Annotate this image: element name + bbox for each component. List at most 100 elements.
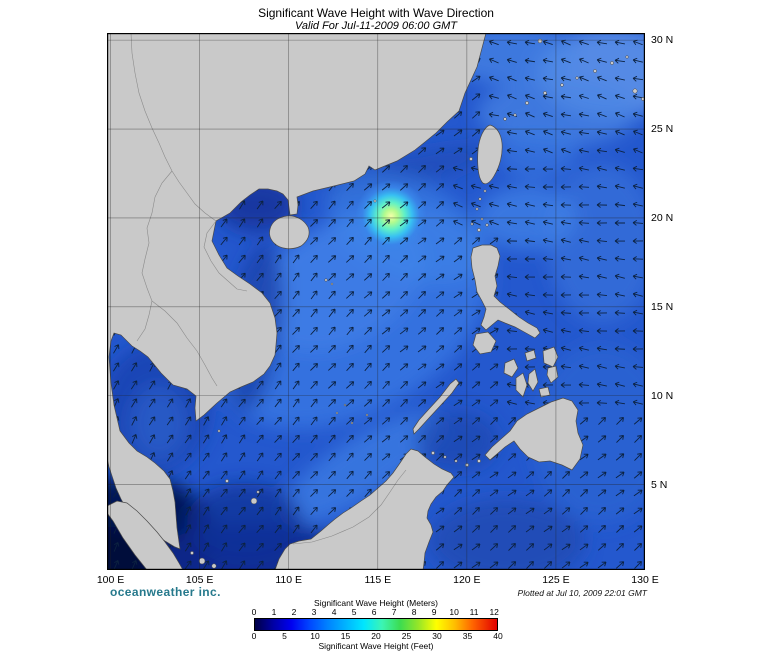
wave-direction-arrow [596,111,607,118]
wave-direction-arrow [507,75,517,82]
wave-direction-arrow [524,256,536,262]
wave-direction-arrow [524,39,536,46]
wave-direction-arrow [238,524,246,534]
wave-direction-arrow [578,165,589,172]
wave-direction-arrow [328,344,336,353]
wave-direction-arrow [454,507,463,515]
wave-direction-arrow [560,274,572,280]
x-tick-label: 120 E [453,574,481,586]
wave-direction-arrow [470,183,481,190]
wave-direction-arrow [381,327,391,335]
wave-direction-arrow [560,363,572,370]
wave-direction-arrow [310,308,318,318]
wave-direction-arrow [436,309,445,317]
wave-direction-arrow [310,219,319,227]
wave-direction-arrow [633,471,643,479]
wave-direction-arrow [489,561,499,569]
wave-direction-arrow [435,147,445,155]
wave-direction-arrow [220,398,228,408]
y-tick-label: 25 N [651,123,674,136]
wave-direction-arrow [382,165,391,173]
wave-direction-arrow [256,524,264,534]
wave-direction-arrow [238,218,246,228]
wave-direction-arrow [560,184,572,190]
wave-direction-arrow [543,543,553,551]
wave-direction-arrow [632,346,644,352]
wave-direction-arrow [525,489,535,497]
wave-direction-arrow [544,561,553,569]
wave-direction-arrow [632,220,644,226]
wave-direction-arrow [614,363,625,370]
island-negros [515,372,528,398]
wave-direction-arrow [508,561,517,569]
wave-direction-arrow [614,57,626,64]
wave-direction-arrow [471,399,481,407]
wave-direction-arrow [256,470,264,480]
wave-direction-arrow [453,147,463,155]
wave-direction-arrow [632,57,643,64]
wave-direction-arrow [381,291,391,299]
wave-direction-arrow [615,111,625,118]
wave-direction-arrow [256,200,264,210]
wave-direction-arrow [435,381,445,389]
wave-direction-arrow [310,290,318,300]
wave-direction-arrow [346,182,354,191]
wave-direction-arrow [633,507,643,515]
wave-direction-arrow [614,165,625,172]
country-borders [130,33,407,545]
wave-direction-arrow [526,543,535,551]
island-palawan [412,378,460,435]
meters-tick: 4 [331,607,337,617]
meters-tick: 9 [431,607,437,617]
wave-direction-arrow [543,147,553,154]
x-tick-label: 100 E [96,574,125,586]
wave-direction-arrow [453,201,463,208]
wave-direction-arrow [256,380,264,390]
wave-direction-arrow [542,237,553,244]
wave-direction-arrow [560,57,571,64]
wave-direction-arrow [525,471,535,479]
wave-direction-arrow [149,434,156,444]
wave-direction-arrow [382,345,391,353]
wave-direction-arrow [596,237,608,244]
wave-direction-arrow [310,506,318,516]
wave-direction-arrow [543,525,553,533]
wave-direction-arrow [435,237,445,245]
wave-direction-arrow [471,111,481,119]
wave-direction-arrow [542,184,554,190]
wave-direction-arrow [596,129,607,136]
wave-direction-arrow [596,57,607,64]
wave-direction-arrow [632,381,643,388]
wave-direction-arrow [578,202,590,208]
wave-direction-arrow [310,434,318,444]
wave-direction-arrow [560,292,572,298]
wave-direction-arrow [578,400,590,406]
wave-direction-arrow [579,543,589,551]
wave-direction-arrow [328,398,336,407]
wave-direction-arrow [488,93,499,100]
wave-direction-arrow [579,75,589,82]
wave-direction-arrow [381,435,391,443]
wave-direction-arrow [453,417,463,425]
wave-direction-arrow [452,183,463,190]
feet-tick: 10 [310,631,320,641]
meters-tick: 0 [251,607,257,617]
wave-direction-arrow [579,57,589,64]
wave-direction-arrow [490,416,498,425]
wave-direction-arrow [578,381,590,388]
wave-direction-arrow [238,542,246,552]
wave-direction-arrow [632,399,643,406]
wave-direction-arrow [507,489,517,497]
wave-direction-arrow [579,471,589,479]
wave-direction-arrow [560,237,571,244]
wave-direction-arrow [435,525,445,533]
wave-direction-arrow [166,434,174,444]
meters-tick: 12 [489,607,499,617]
wave-direction-arrow [238,488,246,498]
wave-direction-arrow [274,542,282,552]
wave-direction-arrow [598,417,606,425]
wave-direction-arrow [363,309,373,317]
wave-direction-arrow [256,272,264,282]
island-bohol [538,386,551,398]
